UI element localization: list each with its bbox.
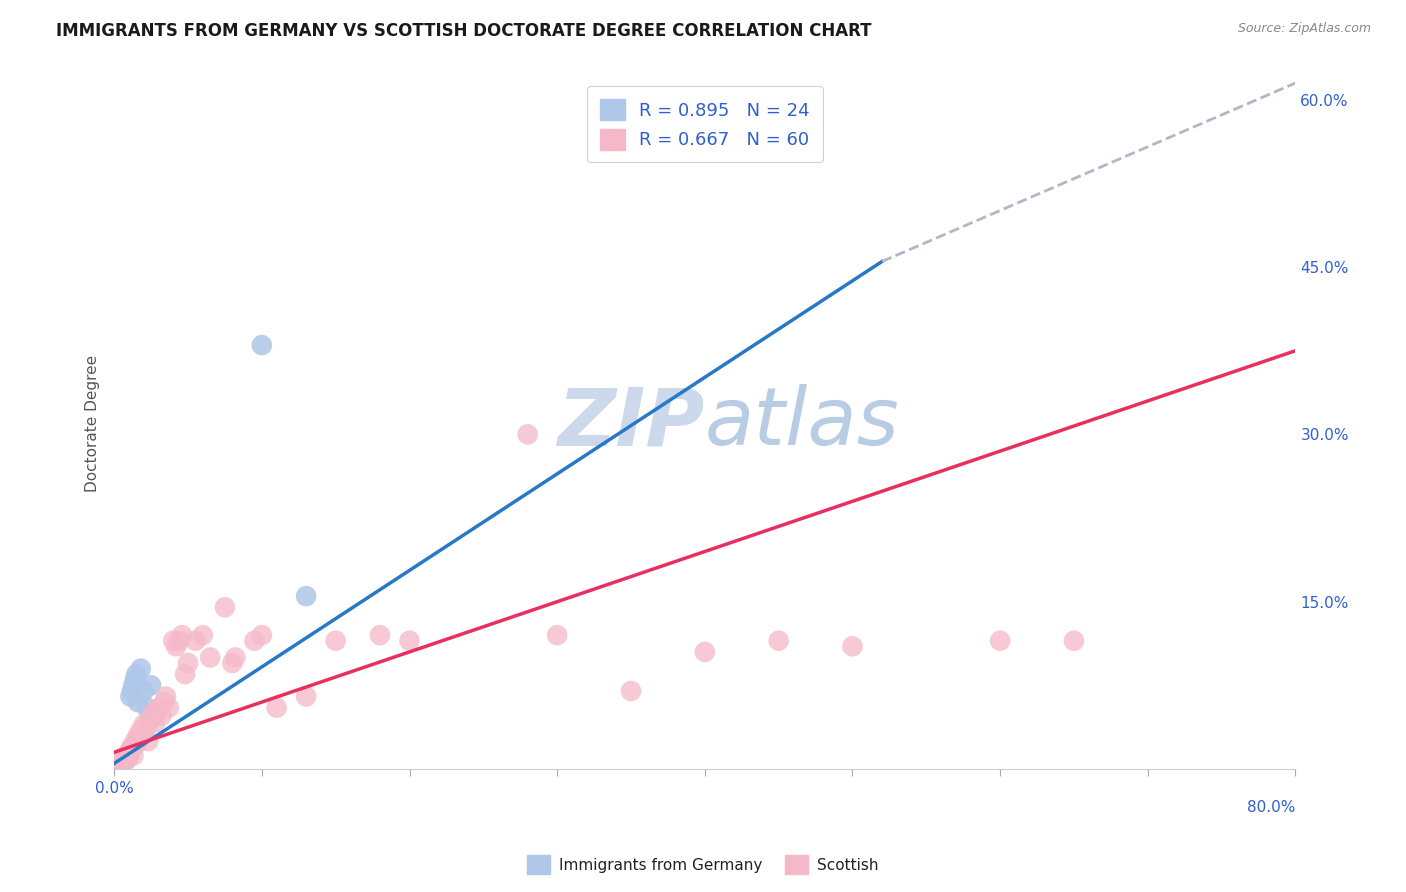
Point [153,695,176,709]
Point [120,690,142,704]
Point [105,758,128,772]
Point [398,633,420,648]
Point [129,723,152,737]
Point [150,708,173,723]
Point [224,650,246,665]
Point [136,734,159,748]
Point [117,751,139,765]
Point [107,756,129,771]
Point [250,628,273,642]
Point [172,628,194,642]
Point [112,754,135,768]
Point [115,748,138,763]
Point [121,684,143,698]
Point [368,628,391,642]
Point [117,751,139,765]
Point [546,628,568,642]
Point [112,756,135,770]
Point [155,690,177,704]
Point [105,756,128,771]
Point [142,706,165,721]
Point [131,726,153,740]
Text: 80.0%: 80.0% [1247,799,1295,814]
Point [768,633,790,648]
Point [988,633,1011,648]
Point [177,656,200,670]
Point [841,640,863,654]
Point [165,640,187,654]
Point [162,633,184,648]
Point [127,695,149,709]
Point [145,706,167,721]
Point [118,745,141,759]
Point [295,690,318,704]
Point [110,753,132,767]
Y-axis label: Doctorate Degree: Doctorate Degree [86,355,100,491]
Point [139,712,162,726]
Point [118,748,141,763]
Point [108,757,131,772]
Point [132,684,155,698]
Point [295,589,318,603]
Point [127,729,149,743]
Point [148,700,170,714]
Point [124,673,146,687]
Point [129,662,152,676]
Point [191,628,214,642]
Point [139,678,162,692]
Point [693,645,716,659]
Point [122,678,145,692]
Point [121,739,143,754]
Point [145,715,167,730]
Point [157,700,180,714]
Point [198,650,221,665]
Legend: Immigrants from Germany, Scottish: Immigrants from Germany, Scottish [520,849,886,880]
Point [120,742,142,756]
Point [115,753,138,767]
Point [104,758,127,772]
Point [184,633,207,648]
Point [110,756,132,771]
Point [167,633,190,648]
Point [1063,633,1085,648]
Point [107,757,129,772]
Text: ZIP: ZIP [557,384,704,462]
Legend: R = 0.895   N = 24, R = 0.667   N = 60: R = 0.895 N = 24, R = 0.667 N = 60 [588,87,823,162]
Point [214,600,236,615]
Point [110,756,132,770]
Text: atlas: atlas [704,384,900,462]
Point [114,751,136,765]
Point [122,748,145,763]
Point [124,734,146,748]
Point [516,427,538,442]
Point [125,738,148,752]
Point [243,633,266,648]
Point [325,633,347,648]
Point [138,712,160,726]
Point [110,753,132,767]
Point [135,720,157,734]
Point [135,700,157,714]
Text: Source: ZipAtlas.com: Source: ZipAtlas.com [1237,22,1371,36]
Point [132,717,155,731]
Point [108,754,131,768]
Point [125,667,148,681]
Point [114,751,136,765]
Point [115,753,138,767]
Point [620,684,643,698]
Point [128,731,150,745]
Point [266,700,288,714]
Text: IMMIGRANTS FROM GERMANY VS SCOTTISH DOCTORATE DEGREE CORRELATION CHART: IMMIGRANTS FROM GERMANY VS SCOTTISH DOCT… [56,22,872,40]
Point [250,338,273,352]
Point [174,667,197,681]
Point [221,656,243,670]
Point [118,748,141,763]
